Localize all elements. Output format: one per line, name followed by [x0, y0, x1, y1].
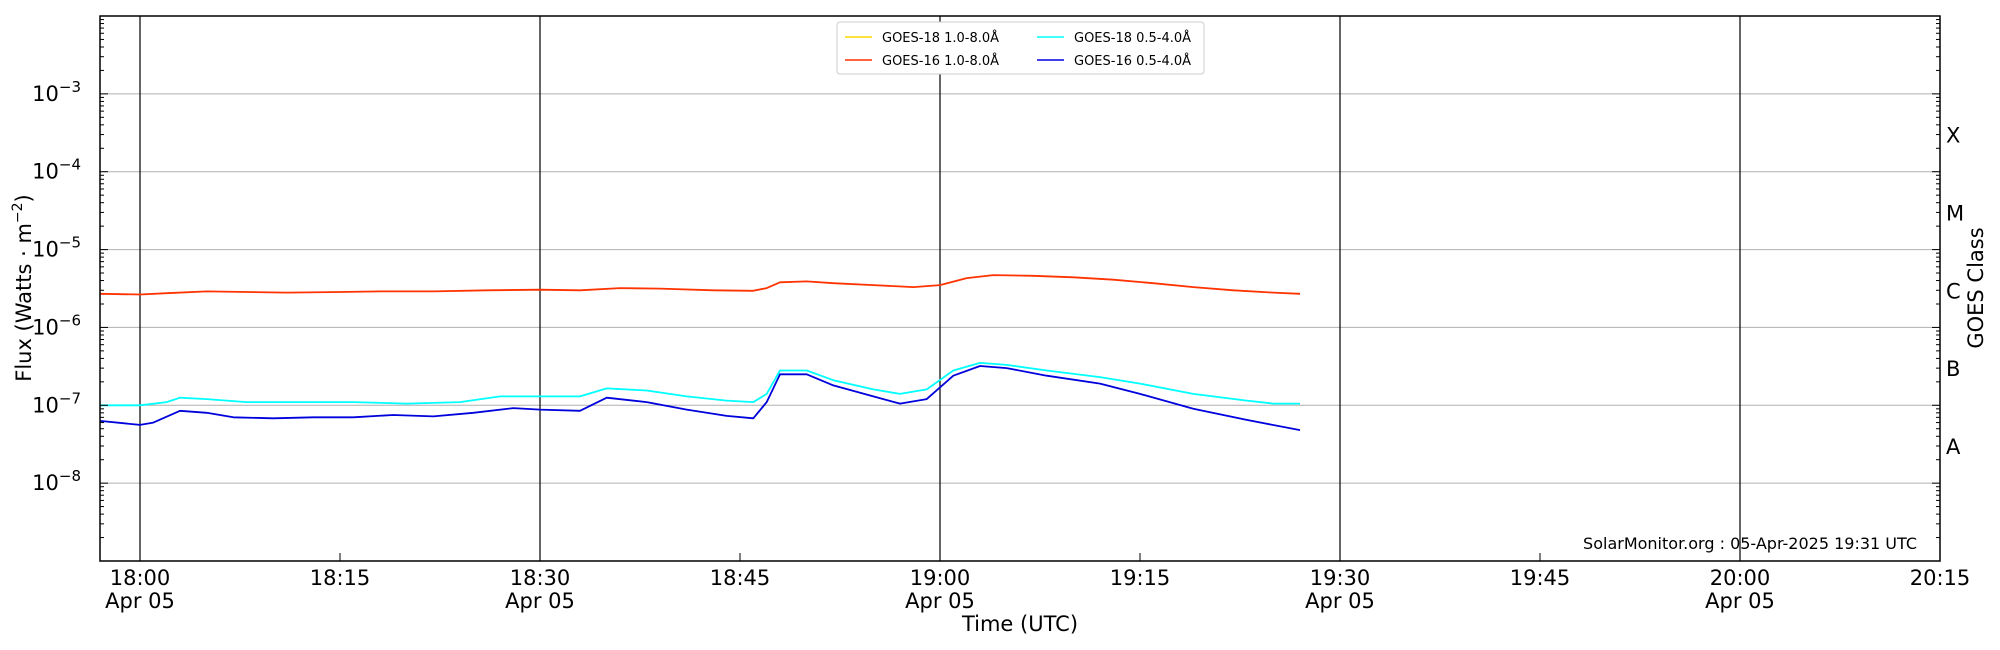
- series-line-1: [99, 274, 1301, 296]
- legend-label: GOES-18 1.0-8.0Å: [882, 30, 999, 46]
- x-tick-label-time: 18:30: [510, 566, 571, 590]
- x-tick-label-time: 20:00: [1710, 566, 1771, 590]
- y-tick-base: 10: [32, 471, 59, 495]
- x-tick-label-time: 18:45: [710, 566, 771, 590]
- y-tick-label: 10−4: [32, 156, 81, 184]
- y-tick-label: 10−3: [32, 78, 81, 106]
- y-tick-base: 10: [32, 160, 59, 184]
- y-tick-exponent: −4: [59, 156, 81, 174]
- y-tick-base: 10: [32, 82, 59, 106]
- legend-box: [836, 21, 1205, 75]
- x-tick-label-date: Apr 05: [105, 589, 175, 613]
- x-tick-label-date: Apr 05: [1305, 589, 1375, 613]
- day-vertical-lines: [139, 16, 1741, 561]
- horizontal-gridlines: [100, 93, 1940, 484]
- y-tick-label: 10−5: [32, 234, 81, 262]
- plot-frame: [99, 15, 1941, 562]
- y-tick-base: 10: [32, 315, 59, 339]
- y-tick-label: 10−6: [32, 311, 81, 339]
- y-axis-title-close: ): [12, 194, 36, 202]
- x-tick-label-time: 19:45: [1510, 566, 1571, 590]
- y-axis-title: Flux (Watts · m−2): [10, 194, 36, 382]
- y-tick-exponent: −3: [59, 78, 81, 96]
- goes-class-m-label: M: [1946, 201, 1964, 225]
- goes-class-labels: A B C M X: [1946, 124, 1964, 459]
- series-line-3: [99, 365, 1301, 431]
- y-axis-title-exponent: −2: [10, 202, 26, 223]
- source-annotation: SolarMonitor.org : 05-Apr-2025 19:31 UTC: [1583, 534, 1917, 553]
- legend-label: GOES-16 1.0-8.0Å: [882, 53, 999, 69]
- y-tick-base: 10: [32, 238, 59, 262]
- series-line-2: [100, 361, 1300, 407]
- legend-label: GOES-18 0.5-4.0Å: [1074, 30, 1191, 46]
- goes-class-x-label: X: [1946, 124, 1960, 148]
- y-tick-label: 10−7: [32, 389, 81, 417]
- x-tick-label-time: 19:15: [1110, 566, 1171, 590]
- y-tick-exponent: −8: [59, 467, 81, 485]
- y-tick-exponent: −6: [59, 311, 81, 329]
- series-lines: [99, 274, 1301, 431]
- goes-class-a-label: A: [1946, 435, 1961, 459]
- y-tick-exponent: −5: [59, 234, 81, 252]
- x-tick-label-date: Apr 05: [505, 589, 575, 613]
- goes-class-axis-title: GOES Class: [1964, 227, 1988, 348]
- x-tick-label-date: Apr 05: [1705, 589, 1775, 613]
- x-tick-label-time: 19:30: [1310, 566, 1371, 590]
- x-tick-label-date: Apr 05: [905, 589, 975, 613]
- goes-class-c-label: C: [1946, 279, 1961, 303]
- goes-class-b-label: B: [1946, 357, 1960, 381]
- legend: GOES-18 1.0-8.0Å GOES-16 1.0-8.0Å GOES-18 …: [836, 21, 1205, 75]
- x-tick-label-time: 18:15: [310, 566, 371, 590]
- y-tick-label: 10−8: [32, 467, 81, 495]
- legend-label: GOES-16 0.5-4.0Å: [1074, 53, 1191, 69]
- y-tick-base: 10: [32, 393, 59, 417]
- y-tick-exponent: −7: [59, 389, 81, 407]
- y-axis-title-main: Flux (Watts · m: [12, 223, 36, 382]
- x-axis-title: Time (UTC): [961, 612, 1078, 636]
- x-tick-label-time: 19:00: [910, 566, 971, 590]
- x-tick-label-time: 20:15: [1910, 566, 1971, 590]
- y-tick-labels: 10−810−710−610−510−410−3: [32, 78, 81, 495]
- x-tick-label-time: 18:00: [110, 566, 171, 590]
